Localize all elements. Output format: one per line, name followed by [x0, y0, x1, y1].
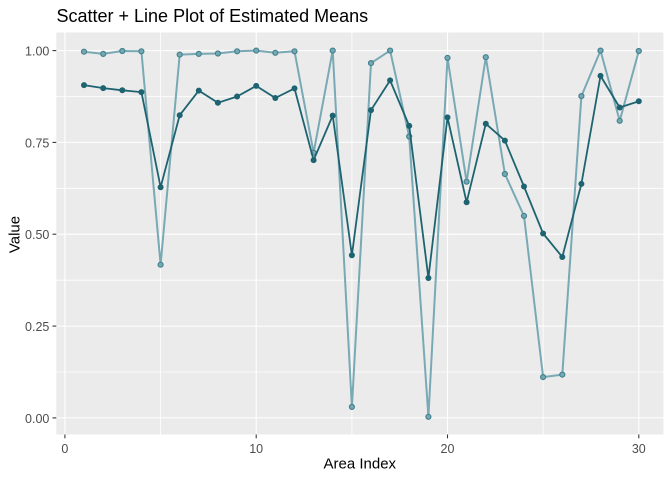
- svg-text:Value: Value: [6, 216, 23, 253]
- svg-text:30: 30: [632, 442, 646, 456]
- svg-text:0: 0: [61, 442, 68, 456]
- svg-text:1.00: 1.00: [25, 45, 49, 59]
- svg-text:Area Index: Area Index: [324, 455, 397, 472]
- svg-text:0.75: 0.75: [25, 136, 49, 150]
- svg-text:10: 10: [249, 442, 263, 456]
- svg-text:0.00: 0.00: [25, 412, 49, 426]
- svg-text:0.25: 0.25: [25, 320, 49, 334]
- svg-text:0.50: 0.50: [25, 228, 49, 242]
- svg-text:20: 20: [441, 442, 455, 456]
- svg-text:Scatter + Line Plot of Estimat: Scatter + Line Plot of Estimated Means: [57, 6, 369, 26]
